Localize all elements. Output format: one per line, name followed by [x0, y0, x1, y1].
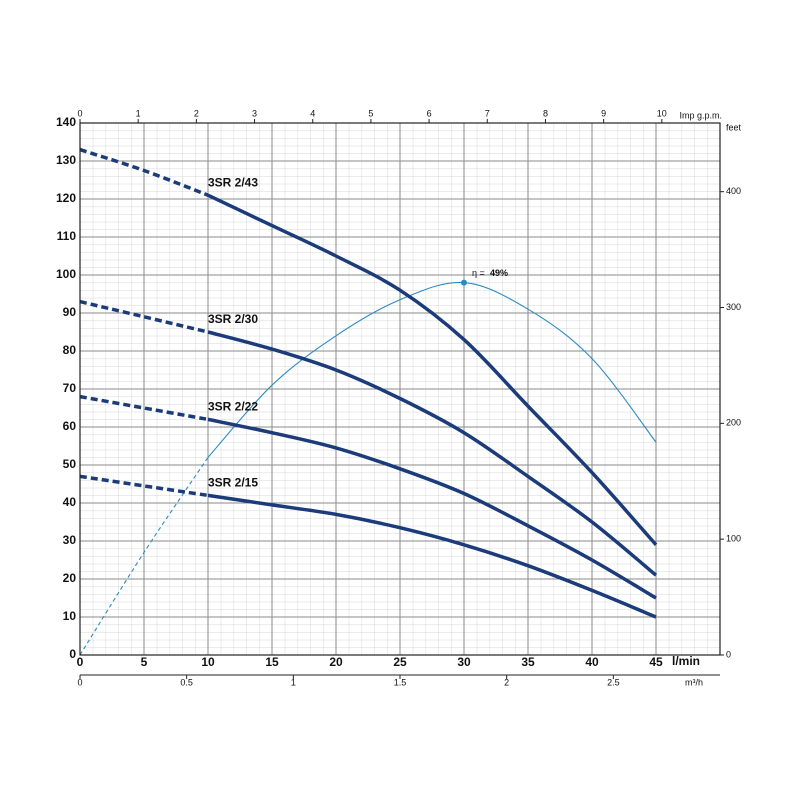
y-tick-label: 120 [56, 191, 76, 205]
x-tick-label: 25 [393, 655, 407, 669]
efficiency-line [207, 281, 657, 458]
x-tick-label: 20 [329, 655, 343, 669]
x2-tick-label: 0.5 [180, 677, 193, 687]
pump-curve [207, 493, 657, 619]
y-tick-label: 20 [63, 571, 77, 585]
x-tick-label: 0 [77, 655, 84, 669]
y-tick-label: 10 [63, 609, 77, 623]
top-tick-label: 8 [543, 108, 548, 118]
x-tick-label: 35 [521, 655, 535, 669]
x2-tick-label: 1.5 [394, 677, 407, 687]
top-tick-label: 4 [310, 108, 315, 118]
efficiency-peak-label: 49% [490, 268, 508, 278]
pump-curve [207, 417, 657, 600]
pump-curve [79, 299, 209, 334]
y-tick-label: 60 [63, 419, 77, 433]
pump-curve [207, 330, 658, 577]
y-tick-label: 40 [63, 495, 77, 509]
top-tick-label: 1 [136, 108, 141, 118]
top-tick-label: 5 [368, 108, 373, 118]
y2-tick-label: 300 [726, 302, 741, 312]
plot-frame [79, 122, 721, 656]
y2-tick-label: 0 [726, 649, 731, 659]
curve-label: 3SR 2/15 [208, 476, 258, 490]
efficiency-peak [461, 279, 467, 286]
y-tick-label: 30 [63, 533, 77, 547]
x-tick-label: 40 [585, 655, 599, 669]
top-tick-label: 7 [485, 108, 490, 118]
y2-tick-label: 100 [726, 534, 741, 544]
y-tick-label: 110 [57, 229, 77, 243]
y-tick-label: 90 [63, 305, 77, 319]
x-tick-label: 10 [201, 655, 215, 669]
top-tick-label: 3 [252, 108, 257, 118]
y-tick-label: 0 [69, 647, 76, 661]
curve-label: 3SR 2/22 [208, 400, 258, 414]
y-tick-label: 100 [56, 267, 76, 281]
top-tick-label: 10 [657, 108, 667, 118]
x2-tick-label: 1 [291, 677, 296, 687]
x-tick-label: 15 [265, 655, 279, 669]
y-tick-label: 70 [63, 381, 77, 395]
top-axis-label: Imp g.p.m. [679, 110, 722, 120]
y-tick-label: 80 [63, 343, 77, 357]
pump-curve [79, 394, 209, 422]
y-tick-label: 130 [56, 153, 76, 167]
x2-tick-label: 2 [504, 677, 509, 687]
top-tick-label: 2 [194, 108, 199, 118]
marks [79, 147, 658, 656]
x2-tick-label: 2.5 [607, 677, 620, 687]
curve-label: 3SR 2/30 [208, 312, 258, 326]
pump-curve [207, 193, 658, 546]
y2-tick-label: 400 [726, 186, 741, 196]
top-tick-label: 0 [77, 108, 82, 118]
efficiency-line [79, 457, 209, 656]
y2-axis-label: feet [726, 122, 742, 132]
x2-tick-label: 0 [77, 677, 82, 687]
x-tick-label: 5 [141, 655, 148, 669]
x2-axis-label: m³/h [685, 677, 703, 687]
x-tick-label: 30 [457, 655, 471, 669]
y2-tick-label: 200 [726, 418, 741, 428]
curve-label: 3SR 2/43 [208, 175, 258, 189]
top-tick-label: 6 [427, 108, 432, 118]
pump-curve [79, 147, 209, 197]
efficiency-symbol: η = [472, 268, 485, 278]
x-axis-label: l/min [672, 654, 700, 668]
pump-curve [79, 474, 209, 498]
y-tick-label: 50 [63, 457, 77, 471]
y-tick-label: 140 [56, 115, 76, 129]
x-tick-label: 45 [649, 655, 663, 669]
top-tick-label: 9 [601, 108, 606, 118]
